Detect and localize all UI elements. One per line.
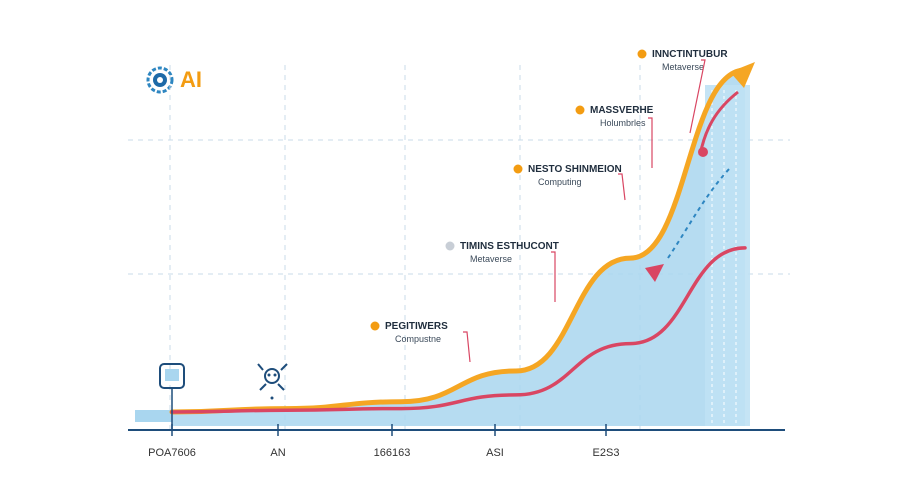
annotation-subtitle: Metaverse [662, 62, 704, 72]
dashed-trend [667, 167, 731, 259]
annotation-title: PEGITIWERS [385, 321, 448, 332]
annotation-subtitle: Computing [538, 177, 582, 187]
axis-icons [159, 363, 288, 430]
annotation-leader [618, 173, 626, 201]
x-tick-label: ASI [486, 447, 504, 459]
monitor-icon [159, 363, 185, 430]
robot-icon [257, 363, 288, 400]
x-tick-label: E2S3 [593, 447, 620, 459]
growth-area [172, 70, 745, 426]
x-tick-label: 166163 [374, 447, 411, 459]
annotation-marker [370, 321, 380, 331]
annotation-title: NESTO SHINMEION [528, 164, 622, 175]
x-tick-label: POA7606 [148, 447, 196, 459]
series-line-1 [170, 246, 747, 414]
lines-layer [169, 62, 755, 415]
annotation-marker [445, 241, 455, 251]
area-layer [135, 70, 750, 426]
annotation-leader [648, 117, 653, 168]
annotation-subtitle: Compustne [395, 334, 441, 344]
annotation-marker [575, 105, 585, 115]
annotation-marker [513, 164, 523, 174]
area-base-bar [135, 410, 172, 422]
annotation-title: MASSVERHE [590, 105, 654, 116]
annotation-marker [637, 49, 647, 59]
brand-text: AI [180, 67, 202, 92]
annotation-title: INNCTINTUBUR [652, 49, 728, 60]
annotation-subtitle: Metaverse [470, 254, 512, 264]
annotation-leader [689, 59, 706, 134]
series-arrow-0 [730, 62, 755, 88]
highlight-band [705, 85, 750, 426]
brand-logo: AI [146, 66, 202, 94]
x-tick-label: AN [270, 447, 285, 459]
annotations: INNCTINTUBUR Metaverse MASSVERHE Holumbrles… [370, 49, 728, 363]
annotation-leader [551, 251, 556, 302]
annotation-title: TIMINS ESTHUCONT [460, 241, 559, 252]
x-axis: POA7606 AN 166163 ASI E2S3 [128, 424, 785, 459]
annotation-subtitle: Holumbrles [600, 118, 646, 128]
annotation-leader [463, 331, 471, 363]
swoosh-dot [698, 147, 708, 157]
brain-gear-icon [146, 66, 174, 94]
series-arrow-1 [645, 264, 664, 282]
